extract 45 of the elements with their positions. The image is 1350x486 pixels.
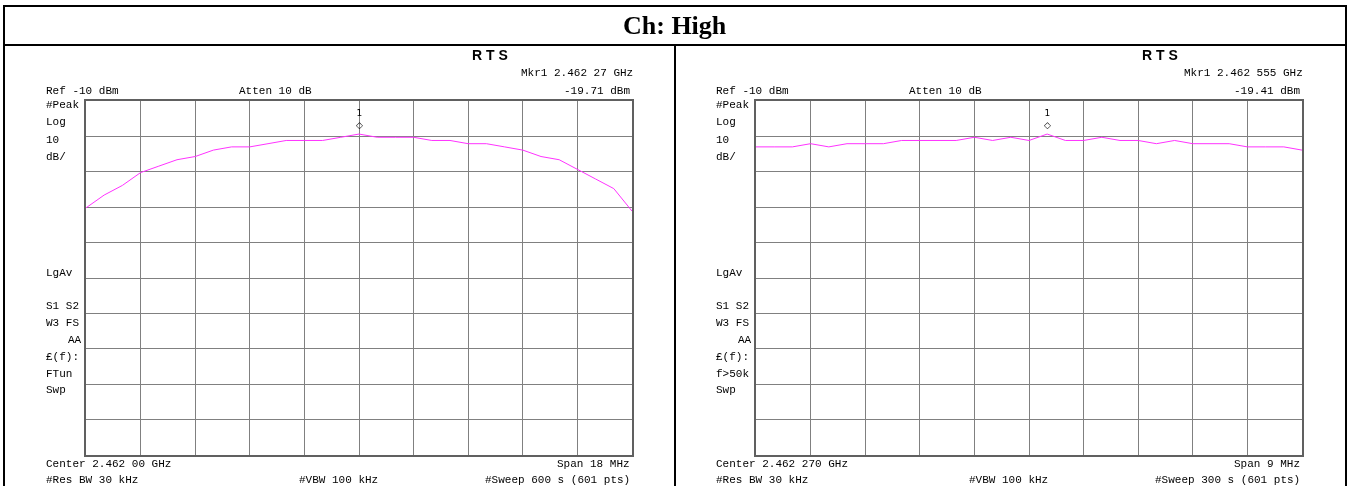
text: AA — [738, 334, 752, 346]
text: Center 2.462 00 GHz — [46, 458, 172, 470]
text: FTun — [46, 368, 73, 380]
text: Mkr1 2.462 27 GHz — [521, 67, 634, 79]
text: 10 — [46, 134, 60, 146]
text: Log — [716, 116, 736, 128]
text: Span 18 MHz — [557, 458, 630, 470]
text: -19.41 dBm — [1234, 85, 1301, 97]
text: Log — [46, 116, 66, 128]
text: R T S — [472, 47, 508, 63]
text: Swp — [46, 384, 66, 396]
text: W3 FS — [46, 317, 80, 329]
text: 1 ◇ — [356, 108, 363, 130]
text: #VBW 100 kHz — [299, 474, 379, 486]
text: #VBW 100 kHz — [969, 474, 1049, 486]
text: 1 ◇ — [1044, 108, 1051, 130]
text: R T S — [1142, 47, 1178, 63]
text: #Sweep 300 s (601 pts) — [1155, 474, 1301, 486]
text: £(f): — [716, 351, 750, 363]
text: Ref -10 dBm — [716, 85, 790, 97]
text: S1 S2 — [46, 300, 80, 312]
text: #Peak — [716, 99, 750, 111]
text: f>50k — [716, 368, 750, 380]
text: -19.71 dBm — [564, 85, 631, 97]
text: LgAv — [46, 267, 73, 279]
text: #Res BW 30 kHz — [46, 474, 139, 486]
text: LgAv — [716, 267, 743, 279]
text: 10 — [716, 134, 730, 146]
text: dB/ — [46, 151, 66, 163]
text: Atten 10 dB — [239, 85, 313, 97]
text: Atten 10 dB — [909, 85, 983, 97]
text: #Peak — [46, 99, 80, 111]
chart-title: Ch: High — [623, 11, 727, 40]
text: AA — [68, 334, 82, 346]
text: Ref -10 dBm — [46, 85, 120, 97]
text: S1 S2 — [716, 300, 750, 312]
text: W3 FS — [716, 317, 750, 329]
text: #Res BW 30 kHz — [716, 474, 809, 486]
text: Center 2.462 270 GHz — [716, 458, 849, 470]
text: Mkr1 2.462 555 GHz — [1184, 67, 1303, 79]
text: £(f): — [46, 351, 80, 363]
text: dB/ — [716, 151, 736, 163]
text: Swp — [716, 384, 736, 396]
text: #Sweep 600 s (601 pts) — [485, 474, 631, 486]
text: Span 9 MHz — [1234, 458, 1301, 470]
